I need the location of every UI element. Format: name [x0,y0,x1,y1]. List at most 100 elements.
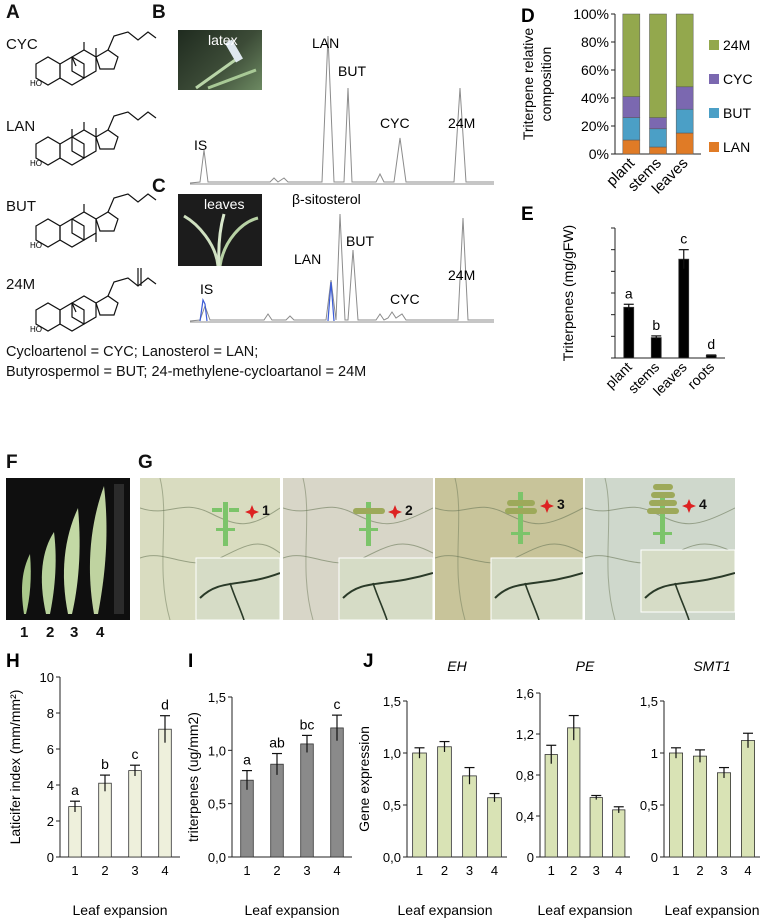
leaf-series-icon [22,484,124,614]
bar [623,306,635,359]
panel-label-g: G [138,452,153,473]
butyrospermol-structure-icon: HO [30,193,157,250]
chart-d: D 0% 20% 40% 60% 80% 100% Triterpene relative co… [520,6,753,197]
stage-number: 4 [699,496,707,512]
peak-label-sitosterol: β-sitosterol [292,194,361,207]
panel-label: H [6,651,20,672]
stacked-bar-segment [649,128,667,148]
y-tick-label: 0,0 [383,850,401,865]
y-tick-label: 0.5 [591,329,609,344]
panel-label-a: A [6,2,20,23]
peak-label-24m-leaves: 24M [448,267,475,283]
significance-letter: a [71,782,79,798]
category-label: 3 [303,863,310,878]
svg-text:HO: HO [30,325,42,334]
bar [68,806,82,858]
category-label: 4 [333,863,340,878]
panel-label-f: F [6,452,18,473]
significance-letter: b [652,317,660,333]
y-tick-label: 1,5 [383,694,401,709]
peak-label-24m: 24M [448,115,475,131]
bar [330,727,344,858]
latex-photo: latex [178,30,262,90]
y-tick-label: 1,5 [640,694,658,709]
significance-letter: bc [300,716,315,732]
significance-letter: d [707,336,715,352]
category-label: 4 [744,863,751,878]
y-tick-label: 0 [47,850,54,865]
chromatogram-leaves: β-sitosterol IS LAN BUT CYC 24M [189,194,494,323]
stage-number: 1 [262,502,270,518]
legend-swatch [709,142,719,152]
panel-label-c: C [152,176,166,197]
laticifer-network-icon [435,478,583,620]
svg-text:HO: HO [30,79,42,88]
x-axis-label: Leaf expansion [538,902,633,918]
category-label: 1 [71,863,78,878]
bar [650,337,662,359]
y-tick-label: 2.5 [591,243,609,258]
y-tick-label: 1,5 [208,690,226,705]
stacked-bar-segment [622,139,641,155]
chart-i: 0,0 0,5 1,0 1,5 a 1 ab 2 bc 3 c 4 triterpenes (ug/mm… [185,651,352,918]
y-axis-label: Triterpenes (mg/gFW) [560,225,576,361]
significance-letter: c [334,696,341,712]
significance-letter: a [243,752,251,768]
peak-label-cyc: CYC [380,115,410,131]
chromatogram-latex: IS LAN BUT CYC 24M [189,35,494,185]
y-tick-label: 40% [581,90,609,106]
bar [589,797,603,858]
bar [741,740,756,858]
bar [544,754,558,858]
panel-label: I [188,651,193,672]
y-tick-label: 0,5 [383,798,401,813]
svg-text:HO: HO [30,159,42,168]
category-label: 3 [720,863,727,878]
leaf-number-4: 4 [96,624,105,641]
y-tick-label: 1 [651,746,658,761]
bar [487,797,502,858]
category-label: 3 [593,863,600,878]
stacked-bar-segment [675,13,694,88]
leaves-icon [183,213,259,267]
y-tick-label: 2 [602,264,609,279]
molecule-label-lan: LAN [6,118,36,135]
chart-j-eh: 0,0 0,5 1,0 1,5 1 2 3 4 Gene expression Leaf expa… [356,651,507,918]
y-tick-label: 1 [602,308,609,323]
panel-label: E [521,204,534,225]
latex-photo-label: latex [208,32,238,48]
laticifer-network-icon [283,478,433,620]
y-tick-label: 3 [602,221,609,236]
peak-label-lan-leaves: LAN [294,251,321,267]
y-tick-label: 0% [589,146,609,162]
laticifer-network-icon [140,478,280,620]
leaves-photo: leaves [178,194,262,267]
legend-swatch [709,40,719,50]
y-tick-label: 0,5 [640,798,658,813]
molecule-label-but: BUT [6,198,36,215]
micrograph-tile: 4 [585,478,735,620]
stacked-bar-segment [622,96,641,118]
y-tick-label: 0,0 [208,850,226,865]
y-tick-label: 60% [581,62,609,78]
stage-number: 3 [557,496,565,512]
chart-title: EH [447,658,467,674]
category-label: 4 [615,863,622,878]
y-axis-label: triterpenes (ug/mm2) [185,712,201,842]
y-tick-label: 0,8 [516,768,534,783]
chart-h: 0 2 4 6 8 10 a 1 b 2 c 3 d 4 Laticifer index (mm/mm²) L… [6,651,180,918]
significance-letter: b [101,756,109,772]
panel-label: D [521,6,535,27]
leaves-photo-label: leaves [204,196,245,212]
abbreviation-note-line1: Cycloartenol = CYC; Lanosterol = LAN; [6,344,259,360]
y-tick-label: 100% [573,6,609,22]
micrograph-tile: 3 [435,478,583,620]
y-tick-label: 4 [47,778,54,793]
bar [437,746,452,858]
category-label: 4 [161,863,168,878]
significance-letter: d [161,697,169,713]
bar [98,782,112,858]
bar [412,752,427,858]
category-label: 1 [243,863,250,878]
